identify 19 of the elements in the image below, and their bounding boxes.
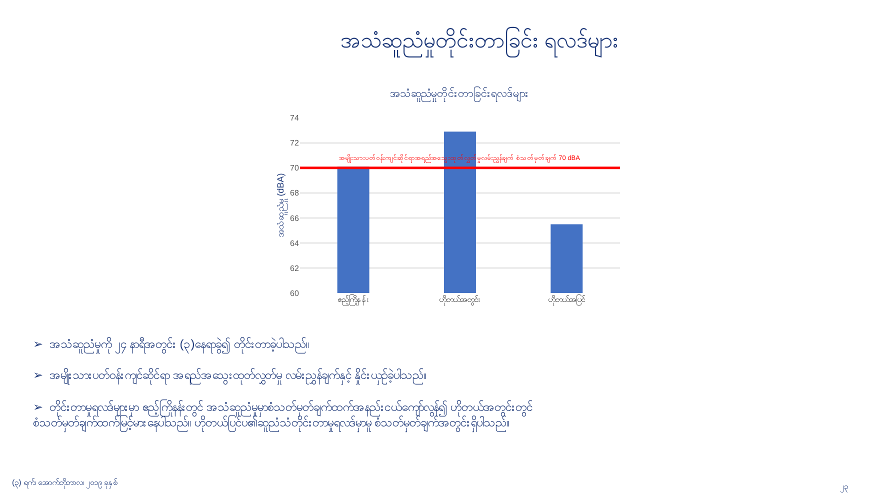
text: (၃) ရက်၊ အောက်တိုဘာလ၊ ၂၀၁၉ ခုနှစ် bbox=[12, 477, 118, 489]
x-tick-label: ဟိုတယ်အတွင်း bbox=[438, 294, 481, 306]
chart-subtitle: အသံဆူညံမှုတိုင်းတာခြင်းရလဒ်များ bbox=[390, 86, 529, 102]
text: ➢ အမျိုးသားပတ်ဝန်းကျင်ဆိုင်ရာ အရည်အသွေးထုတ်လွှတ်မှု လမ်းညွှန်ချက်နှင့် နှိုင်းယှဉ်ခဲ့ပါသည်။ bbox=[33, 367, 427, 385]
y-tick-label: 72 bbox=[290, 138, 300, 148]
chart-title: အသံဆူညံမှုတိုင်းတာခြင်း ရလဒ်များ bbox=[340, 26, 619, 58]
text: ➢ တိုင်းတာမှုရလဒ်များမှာ ဧည့်ကြိုနန်းတွင် အသံဆူညံမှုမှာစံသတ်မှတ်ချက်ထက်အနည်းငယ်ကျော်လွန်၍ ဟိုတယ်အတွင်းတွင် စံသတ်မှတ်ချက်ထက်မြင့်မားနေပါသည်။ ဟိုတယ်ပြင်ပ၏ဆူညံသံတိုင်းတာမှုရလဒ်မှာမူ စံသတ်မှတ်ချက်အတွင်းရှိပါသည်။ bbox=[33, 398, 533, 433]
y-tick-label: 62 bbox=[290, 264, 300, 273]
y-tick-label: 70 bbox=[290, 164, 300, 173]
y-tick-label: 66 bbox=[290, 214, 300, 223]
y-tick-label: 60 bbox=[290, 288, 300, 298]
x-tick-label: ဧည့်ကြိုနန်း bbox=[337, 294, 370, 306]
y-tick-label: 68 bbox=[290, 188, 300, 198]
text: ➢ အသံဆူညံမှုကို ၂၄ နာရီအတွင်း (၃)နေရာခွဲ၍ တိုင်းတာခဲ့ပါသည်။ bbox=[33, 336, 310, 354]
y-tick-label: 64 bbox=[290, 238, 300, 248]
y-axis-title: အသံဆူညံမှု (dBA) bbox=[275, 173, 288, 238]
x-tick-label: ဟိုတယ်အပြင် bbox=[548, 294, 586, 306]
text: ၂၃ bbox=[840, 482, 848, 493]
y-tick-label: 74 bbox=[290, 114, 300, 123]
